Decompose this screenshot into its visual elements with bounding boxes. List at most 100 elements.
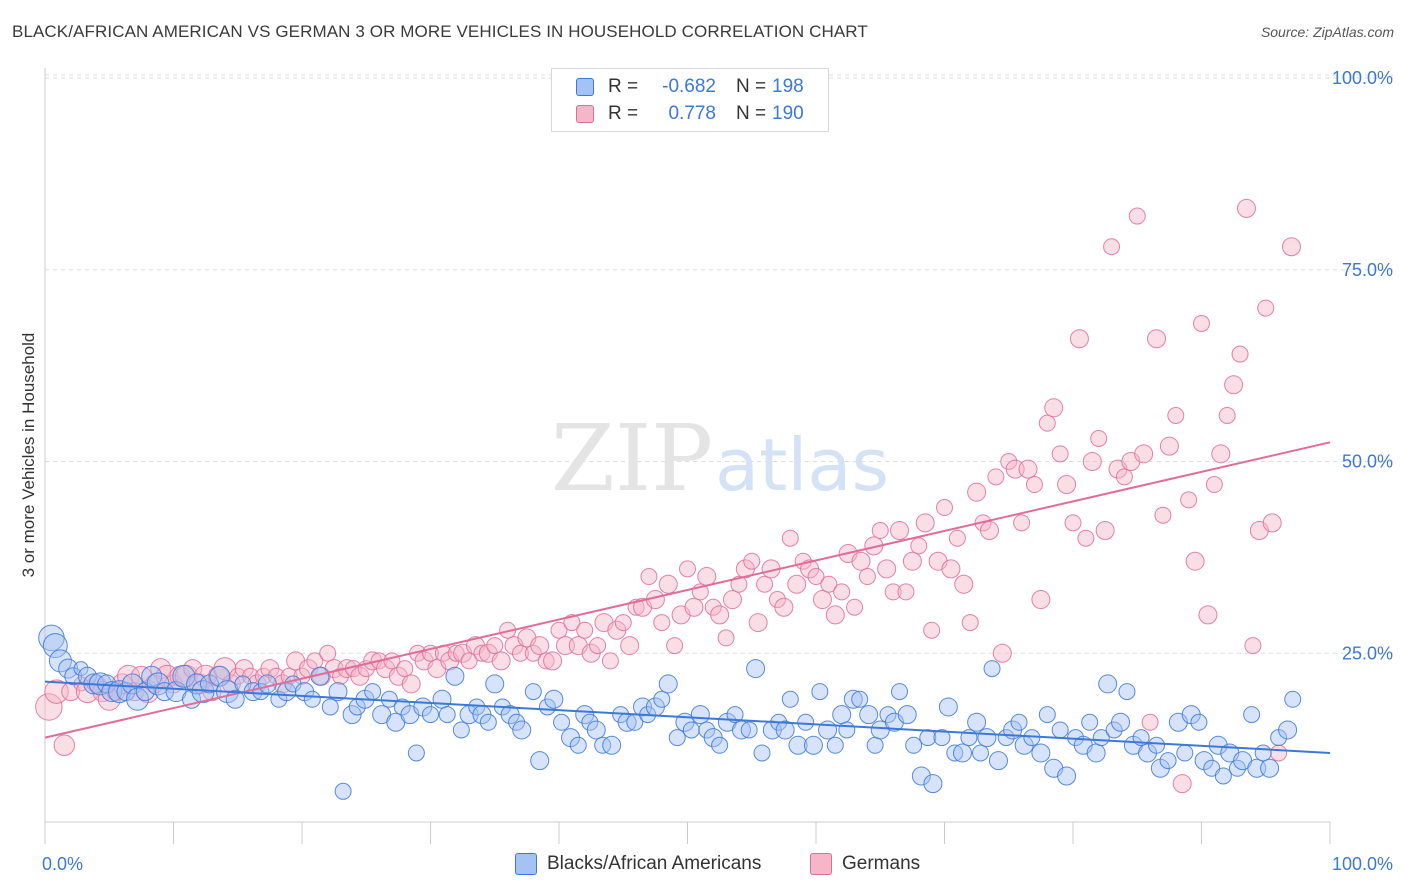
germans-point	[658, 574, 678, 594]
blacks-point	[726, 706, 744, 724]
germans-point	[710, 605, 730, 625]
germans-point	[820, 575, 838, 593]
blacks-point	[1159, 752, 1177, 770]
germans-point	[491, 651, 511, 671]
germans-point	[511, 644, 529, 662]
germans-point	[401, 674, 421, 694]
germans-point	[1057, 475, 1077, 495]
blacks-point	[971, 744, 989, 762]
germans-point	[1211, 444, 1231, 464]
germans-point	[332, 667, 350, 685]
blacks-point	[530, 751, 550, 771]
blacks-point	[328, 682, 348, 702]
germans-point	[923, 621, 941, 639]
germans-point	[1205, 476, 1223, 494]
germans-point	[1013, 514, 1031, 532]
blacks-point	[512, 720, 532, 740]
blacks-point	[64, 667, 83, 686]
germans-point	[884, 583, 902, 601]
germans-point	[53, 734, 76, 757]
watermark-atlas: atlas	[715, 423, 889, 507]
blacks-point	[923, 774, 943, 794]
blacks-point	[905, 736, 923, 754]
r-value: 0.778	[668, 103, 716, 124]
blacks-point	[48, 649, 72, 673]
blacks-point	[832, 705, 852, 725]
germans-point	[1044, 398, 1064, 418]
blacks-point	[575, 705, 595, 725]
blacks-point	[524, 683, 542, 701]
r-label: R =	[608, 76, 639, 97]
blacks-point	[1031, 743, 1051, 763]
germans-point	[563, 614, 581, 632]
blacks-point	[775, 720, 795, 740]
blacks-point	[838, 721, 856, 739]
germans-point	[1134, 444, 1154, 464]
blacks-point	[485, 674, 505, 694]
legend-item-germans[interactable]: Germans	[810, 852, 920, 876]
chart-source: Source: ZipAtlas.com	[1260, 24, 1394, 40]
blacks-point	[73, 661, 89, 677]
germans-point	[684, 597, 704, 617]
germans-point	[1224, 375, 1244, 395]
germans-point	[1198, 605, 1218, 625]
germans-point	[1038, 414, 1056, 432]
germans-point	[1218, 406, 1236, 424]
blacks-point	[602, 735, 622, 755]
blacks-point	[668, 729, 686, 747]
germans-trend-line	[44, 441, 1331, 739]
blacks-point	[581, 713, 599, 731]
r-label: R =	[608, 103, 639, 124]
blacks-point	[952, 743, 972, 763]
germans-point	[781, 529, 799, 547]
blacks-point	[891, 683, 909, 701]
blacks-point	[407, 744, 425, 762]
germans-point	[601, 652, 619, 670]
blacks-point	[818, 720, 838, 740]
blacks-point	[1057, 766, 1077, 786]
blue-swatch	[576, 78, 594, 96]
germans-point	[1154, 506, 1172, 524]
germans-point	[1064, 514, 1082, 532]
germans-point	[936, 499, 953, 517]
blacks-point	[452, 721, 470, 739]
blacks-point	[977, 728, 997, 748]
germans-point	[1115, 468, 1133, 486]
blacks-point	[1148, 736, 1166, 754]
germans-point	[460, 652, 478, 670]
germans-point	[550, 621, 568, 639]
germans-point	[768, 591, 786, 609]
blacks-point	[711, 736, 729, 754]
germans-point	[1095, 521, 1115, 541]
germans-point	[1082, 452, 1102, 471]
blacks-point	[997, 729, 1015, 747]
germans-point	[589, 637, 607, 655]
germans-point	[1077, 529, 1095, 547]
blacks-point	[1081, 713, 1099, 731]
x-tick-label: 0.0%	[42, 854, 83, 874]
germans-point	[1193, 314, 1210, 332]
blacks-point	[1086, 743, 1106, 763]
blacks-point	[342, 705, 362, 725]
germans-point	[961, 614, 979, 632]
germans-point	[787, 574, 807, 594]
blacks-point	[432, 689, 452, 709]
blacks-point	[334, 782, 352, 800]
blacks-point	[803, 735, 823, 755]
correlation-legend: R = -0.682 N = 198 R = 0.778 N = 190	[551, 68, 829, 132]
legend-item-blacks[interactable]: Blacks/African Americans	[515, 852, 761, 876]
germans-point	[756, 575, 774, 593]
germans-point	[846, 598, 864, 616]
germans-point	[941, 559, 961, 579]
germans-point	[1000, 453, 1018, 470]
blacks-point	[544, 689, 564, 709]
blacks-point	[1092, 729, 1110, 747]
germans-point	[183, 659, 203, 679]
germans-point	[1103, 238, 1121, 256]
blacks-point	[1118, 683, 1136, 701]
germans-point	[1281, 237, 1301, 257]
r-value: -0.682	[662, 76, 716, 97]
y-tick-label: 25.0%	[1342, 643, 1393, 663]
germans-point	[915, 513, 935, 533]
